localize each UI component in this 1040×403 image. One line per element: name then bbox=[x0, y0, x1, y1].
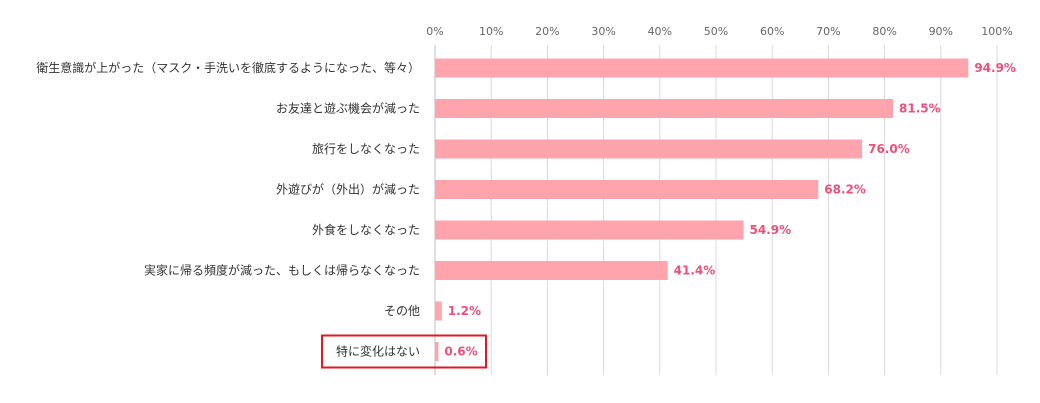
data-label: 76.0% bbox=[868, 142, 910, 156]
category-label: 外遊びが（外出）が減った bbox=[276, 182, 420, 197]
x-tick-label: 60% bbox=[760, 25, 784, 38]
x-tick-label: 70% bbox=[816, 25, 840, 38]
gridlines bbox=[434, 45, 998, 375]
data-label: 0.6% bbox=[444, 345, 477, 359]
category-label: 実家に帰る頻度が減った、もしくは帰らなくなった bbox=[144, 263, 420, 278]
category-label: 旅行をしなくなった bbox=[312, 142, 420, 156]
x-tick-label: 80% bbox=[872, 25, 896, 38]
highlight-box bbox=[321, 334, 487, 369]
data-label: 1.2% bbox=[448, 304, 481, 318]
bar bbox=[435, 220, 744, 240]
bar bbox=[435, 58, 969, 78]
bar bbox=[435, 342, 439, 361]
x-axis-ticks: 0% 10% 20% 30% 40% 50% 60% 70% 80% 90% 100% bbox=[426, 25, 1012, 38]
x-tick-label: 0% bbox=[426, 25, 443, 38]
category-labels: 衛生意識が上がった（マスク・手洗いを徹底するようになった、等々） お友達と遊ぶ機会… bbox=[36, 60, 420, 359]
bar bbox=[435, 180, 819, 199]
value-labels: 94.9% 81.5% 76.0% 68.2% 54.9% 41.4% 1.2% 0.6% bbox=[444, 61, 1016, 359]
category-label: 特に変化はない bbox=[336, 344, 420, 359]
highlight-layer bbox=[321, 334, 487, 369]
category-label: 衛生意識が上がった（マスク・手洗いを徹底するようになった、等々） bbox=[36, 60, 420, 75]
x-tick-label: 40% bbox=[648, 25, 672, 38]
data-label: 54.9% bbox=[750, 223, 792, 237]
x-tick-label: 20% bbox=[535, 25, 559, 38]
x-tick-label: 100% bbox=[981, 25, 1012, 38]
bars bbox=[435, 58, 969, 361]
category-label: お友達と遊ぶ機会が減った bbox=[276, 101, 420, 116]
x-tick-label: 10% bbox=[479, 25, 503, 38]
bar bbox=[435, 301, 442, 321]
x-tick-label: 90% bbox=[929, 25, 953, 38]
data-label: 94.9% bbox=[974, 61, 1016, 75]
data-label: 81.5% bbox=[899, 102, 941, 116]
x-tick-label: 30% bbox=[591, 25, 615, 38]
category-label: その他 bbox=[384, 304, 420, 318]
x-tick-label: 50% bbox=[704, 25, 728, 38]
data-label: 68.2% bbox=[824, 183, 866, 197]
data-label: 41.4% bbox=[674, 264, 716, 278]
bar bbox=[435, 261, 668, 280]
bar bbox=[435, 139, 863, 159]
category-label: 外食をしなくなった bbox=[312, 222, 420, 237]
bar bbox=[435, 99, 894, 118]
